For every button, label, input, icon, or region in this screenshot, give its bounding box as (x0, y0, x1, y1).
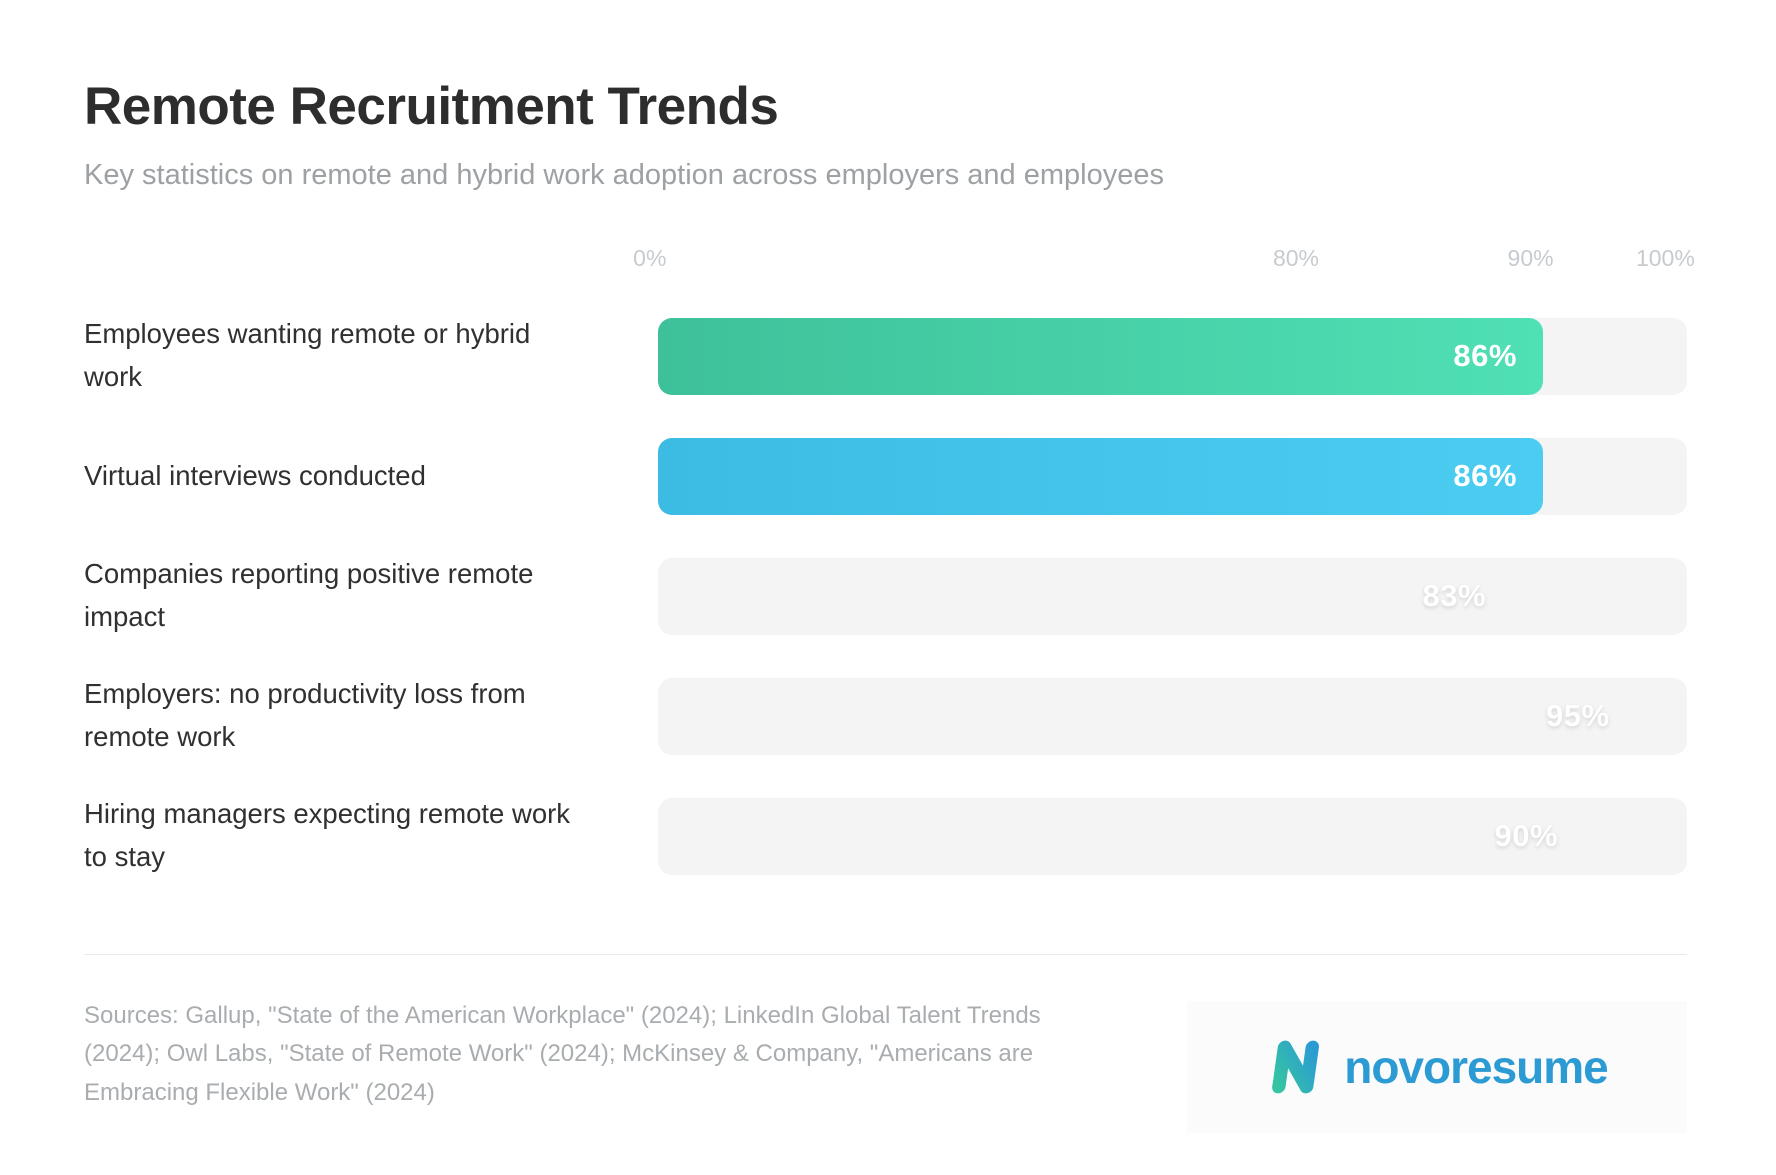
bar-value-label: 83% (1422, 578, 1487, 613)
bar-fill: 86% (658, 317, 1543, 395)
category-label: Employers: no productivity loss from rem… (84, 678, 526, 752)
chart-row: Hiring managers expecting remote work to… (84, 776, 1687, 896)
bar-track: 86% (658, 317, 1687, 395)
bar-value-label: 90% (1494, 818, 1559, 853)
bar-fill: 86% (658, 437, 1543, 515)
axis-tick-label: 80% (1272, 245, 1319, 271)
chart-row: Employees wanting remote or hybrid work 8… (84, 296, 1687, 416)
bar-track: 95% (658, 677, 1687, 755)
category-label: Companies reporting positive remote impa… (84, 558, 534, 632)
chart-row: Companies reporting positive remote impa… (84, 536, 1687, 656)
axis-tick-label: 100% (1635, 245, 1695, 271)
bar-track: 90% (658, 797, 1687, 875)
bar-fill-ghost: 95% (658, 678, 1636, 755)
axis-tick-label: 90% (1507, 245, 1554, 271)
bar-fill-ghost: 90% (658, 798, 1584, 875)
bar-track: 86% (658, 437, 1687, 515)
category-label: Virtual interviews conducted (84, 459, 426, 491)
bar-fill-ghost: 83% (658, 558, 1512, 635)
bar-value-label: 86% (1453, 458, 1517, 493)
novoresume-logo: novoresume (1187, 1001, 1687, 1133)
footer: Sources: Gallup, "State of the American … (84, 955, 1687, 1133)
page-subtitle: Key statistics on remote and hybrid work… (84, 159, 1164, 191)
divider-line (84, 954, 1687, 955)
category-label: Hiring managers expecting remote work to… (84, 798, 571, 872)
bar-track: 83% (658, 557, 1687, 635)
chart-row: Virtual interviews conducted 86% (84, 416, 1687, 536)
category-label: Employees wanting remote or hybrid work (84, 318, 531, 392)
novoresume-n-icon (1272, 1040, 1320, 1094)
page-title: Remote Recruitment Trends (84, 77, 779, 136)
chart-row: Employers: no productivity loss from rem… (84, 656, 1687, 776)
axis-tick-label: 0% (633, 245, 667, 271)
bar-value-label: 95% (1546, 698, 1610, 733)
x-axis: 0% 80% 90% 100% (633, 242, 1695, 272)
bar-chart: 0% 80% 90% 100% Employees wanting remote or… (84, 242, 1695, 896)
axis-row: 0% 80% 90% 100% (84, 242, 1695, 272)
chart-rows: Employees wanting remote or hybrid work 8… (84, 296, 1687, 896)
logo-wordmark: novoresume (1344, 1041, 1609, 1093)
bar-value-label: 86% (1453, 338, 1517, 373)
sources-text: Sources: Gallup, "State of the American … (84, 1002, 1041, 1106)
